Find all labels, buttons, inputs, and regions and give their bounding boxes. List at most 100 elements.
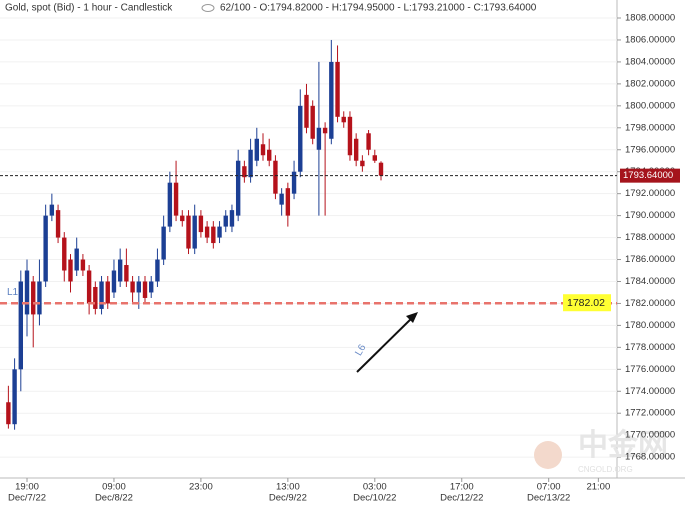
candle-body (347, 116, 353, 156)
candle-body (31, 281, 36, 315)
candle-body (341, 116, 346, 123)
chart-title: Gold, spot (Bid) - 1 hour - Candlestick (5, 3, 173, 14)
candle-body (248, 149, 253, 178)
candle-body (62, 237, 67, 271)
y-tick-label: 1782.00000 (625, 298, 675, 309)
x-tick-date: Dec/13/22 (527, 493, 570, 503)
watermark-sub: CNGOLD.ORG (578, 465, 633, 474)
candle-body (117, 259, 123, 282)
candle-body (180, 215, 185, 222)
x-tick-date: Dec/10/22 (353, 493, 396, 503)
candle-body (142, 281, 148, 298)
candle-body (329, 61, 334, 139)
candle-body (68, 259, 73, 282)
candle-body (161, 226, 166, 260)
candle-body (37, 281, 42, 315)
level-label: 1782.02 (567, 297, 605, 309)
candle-body (211, 226, 216, 244)
candle-body (192, 215, 197, 249)
candle-body (149, 281, 154, 293)
candle-body (167, 182, 173, 227)
x-tick-label: 13:00 (276, 482, 300, 493)
candle-body (80, 259, 86, 271)
candle-body (310, 105, 315, 139)
candle-body (111, 270, 117, 293)
candle-body (229, 210, 235, 227)
y-tick-label: 1796.00000 (625, 144, 675, 155)
candle-body (285, 188, 291, 216)
candle-body (378, 162, 384, 176)
eye-icon[interactable] (201, 4, 215, 12)
y-tick-label: 1774.00000 (625, 386, 675, 397)
candle-body (372, 155, 377, 161)
y-tick-label: 1788.00000 (625, 232, 675, 243)
y-tick-label: 1770.00000 (625, 430, 675, 441)
candle-body (43, 215, 48, 282)
candle-body (217, 226, 222, 238)
trend-arrow (356, 313, 417, 373)
candle-body (298, 105, 303, 172)
y-tick-label: 1786.00000 (625, 254, 675, 265)
y-tick-label: 1790.00000 (625, 210, 675, 221)
x-tick-label: 23:00 (189, 482, 213, 493)
candle-body (155, 259, 160, 282)
ohlc-info: 62/100 - O:1794.82000 - H:1794.95000 - L… (220, 3, 537, 14)
candle-body (86, 270, 92, 304)
y-tick-label: 1804.00000 (625, 56, 675, 67)
candle-body (335, 61, 340, 117)
x-tick-date: Dec/8/22 (95, 493, 133, 503)
candle-body (18, 281, 24, 370)
y-tick-label: 1780.00000 (625, 320, 675, 331)
y-tick-label: 1806.00000 (625, 34, 675, 45)
y-tick-label: 1800.00000 (625, 100, 675, 111)
candle-body (291, 171, 297, 194)
current-price-box (620, 168, 680, 183)
x-tick-label: 21:00 (586, 482, 610, 493)
y-tick-label: 1784.00000 (625, 276, 675, 287)
candle-body (204, 226, 210, 238)
candle-body (260, 144, 266, 156)
candle-body (366, 133, 371, 150)
candle-body (304, 94, 309, 128)
candle-body (6, 402, 11, 425)
candle-body (93, 286, 98, 309)
candle-body (316, 127, 322, 150)
candle-body (124, 265, 129, 282)
candle-body (242, 166, 247, 178)
candle-body (74, 248, 79, 271)
candle-body (130, 281, 135, 293)
candle-body (223, 215, 228, 227)
candle-body (105, 281, 110, 304)
candle-body (173, 182, 179, 216)
candle-body (49, 204, 55, 216)
candle-body (322, 127, 328, 134)
watermark: 中金网 (578, 428, 668, 462)
candle-body (353, 138, 359, 161)
x-tick-label: 03:00 (363, 482, 387, 493)
y-tick-label: 1768.00000 (625, 452, 675, 463)
y-tick-label: 1772.00000 (625, 408, 675, 419)
candle-body (186, 215, 191, 249)
candle-body (254, 138, 259, 161)
candle-body (136, 281, 142, 293)
x-tick-date: Dec/9/22 (269, 493, 307, 503)
level-name: L1 (7, 287, 19, 298)
x-tick-label: 17:00 (450, 482, 474, 493)
y-tick-label: 1776.00000 (625, 364, 675, 375)
candle-body (198, 215, 204, 233)
candle-body (360, 160, 365, 167)
candle-body (279, 193, 284, 205)
candle-body (273, 160, 278, 194)
candle-body (24, 270, 30, 315)
candle-body (99, 281, 104, 309)
candle-body (12, 369, 17, 425)
x-tick-label: 07:00 (537, 482, 561, 493)
y-tick-label: 1808.00000 (625, 13, 675, 24)
y-tick-label: 1778.00000 (625, 342, 675, 353)
current-price-label: 1793.64000 (623, 170, 673, 181)
y-tick-label: 1798.00000 (625, 122, 675, 133)
x-tick-label: 19:00 (15, 482, 39, 493)
arrow-head (406, 312, 418, 323)
